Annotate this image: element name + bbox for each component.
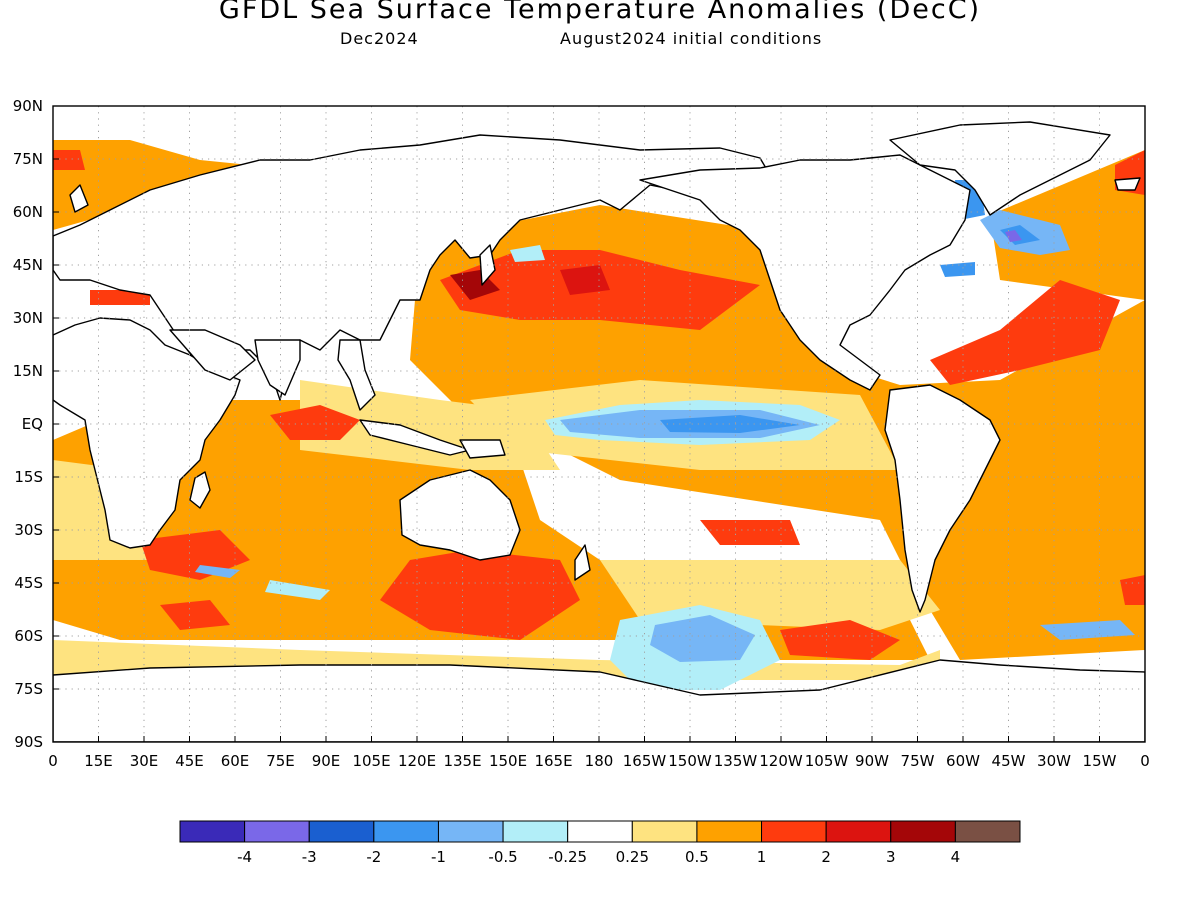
- lon-tick-label: 135W: [714, 752, 758, 770]
- forecast-month: Dec2024: [340, 29, 419, 48]
- lon-tick-label: 150W: [668, 752, 712, 770]
- lon-tick-label: 60W: [946, 752, 980, 770]
- graticule-grid: [53, 106, 1145, 742]
- colorbar-swatch: [631, 820, 698, 843]
- lat-tick-label: 15N: [13, 362, 43, 380]
- lon-tick-label: 180: [585, 752, 614, 770]
- lat-tick-label: 90N: [13, 97, 43, 115]
- madagascar-landmass: [189, 471, 211, 509]
- lon-tick-label: 0: [48, 752, 58, 770]
- colorbar-label: -3: [302, 848, 317, 866]
- lat-tick-label: EQ: [22, 415, 43, 433]
- lon-tick-label: 150E: [489, 752, 527, 770]
- uk-landmass: [69, 184, 89, 213]
- lon-tick-label: 120W: [759, 752, 803, 770]
- colorbar-swatch: [890, 820, 956, 843]
- colorbar-swatch: [825, 820, 892, 843]
- indochina-landmass: [337, 339, 376, 411]
- lon-tick-label: 105W: [805, 752, 849, 770]
- lat-tick-label: 75S: [14, 680, 43, 698]
- colorbar-label: -2: [366, 848, 381, 866]
- initial-conditions: August2024 initial conditions: [560, 29, 823, 48]
- colorbar-swatch: [373, 820, 439, 843]
- new-zealand-landmass: [574, 544, 591, 581]
- north-america-landmass: [639, 154, 971, 391]
- color-legend: -4 -3 -2 -1 -0.5 -0.25 0.25 0.5 1 2 3 4: [179, 820, 1021, 866]
- colorbar-swatch: [954, 820, 1021, 843]
- lon-tick-label: 0: [1140, 752, 1150, 770]
- colorbar-label: -0.25: [548, 848, 587, 866]
- colorbar-label: -0.5: [488, 848, 517, 866]
- arabia-landmass: [169, 329, 256, 381]
- lon-tick-label: 90W: [855, 752, 889, 770]
- lat-tick-label: 90S: [14, 733, 43, 751]
- lon-tick-label: 135E: [443, 752, 481, 770]
- indonesia-landmass: [359, 419, 471, 456]
- antarctica-landmass: [53, 659, 1145, 742]
- lon-tick-label: 120E: [398, 752, 436, 770]
- colorbar-label: 3: [886, 848, 896, 866]
- colorbar-swatch: [761, 820, 827, 843]
- colorbar-swatch: [567, 820, 633, 843]
- lat-tick-label: 60N: [13, 203, 43, 221]
- lon-tick-label: 30E: [130, 752, 159, 770]
- strong-warm-patches: [53, 150, 1145, 660]
- lat-tick-label: 75N: [13, 150, 43, 168]
- lat-tick-label: 60S: [14, 627, 43, 645]
- lon-tick-label: 165E: [534, 752, 572, 770]
- lat-tick-label: 15S: [14, 468, 43, 486]
- map-title: GFDL Sea Surface Temperature Anomalies (…: [218, 0, 982, 25]
- lat-tick-label: 45S: [14, 574, 43, 592]
- lon-tick-label: 90E: [312, 752, 341, 770]
- lon-tick-label: 75E: [266, 752, 295, 770]
- colorbar-swatch: [502, 820, 569, 843]
- south-america-landmass: [884, 384, 1001, 613]
- latitude-axis: 90N 75N 60N 45N 30N 15N EQ 15S 30S 45S 60S 75S 90S: [13, 97, 59, 751]
- india-landmass: [254, 339, 301, 396]
- lon-tick-label: 45W: [992, 752, 1026, 770]
- colorbar-label: 0.25: [616, 848, 649, 866]
- lat-tick-label: 30N: [13, 309, 43, 327]
- colorbar-label: 2: [821, 848, 831, 866]
- lon-tick-label: 75W: [901, 752, 935, 770]
- iceland-landmass: [1114, 177, 1141, 191]
- greenland-landmass: [889, 121, 1111, 216]
- lon-tick-label: 30W: [1037, 752, 1071, 770]
- colorbar-swatch: [437, 820, 504, 843]
- longitude-axis: 0 15E 30E 45E 60E 75E 90E 105E 120E 135E 150E 165E 1…: [48, 736, 1150, 770]
- lat-tick-label: 30S: [14, 521, 43, 539]
- cool-anomaly-patches: [195, 180, 1135, 690]
- lon-tick-label: 45E: [175, 752, 204, 770]
- lon-tick-label: 105E: [352, 752, 390, 770]
- colorbar-label: -4: [237, 848, 252, 866]
- lon-tick-label: 60E: [221, 752, 250, 770]
- colorbar-swatch: [179, 820, 246, 843]
- lon-tick-label: 15W: [1083, 752, 1117, 770]
- colorbar-label: 1: [757, 848, 767, 866]
- lon-tick-label: 15E: [84, 752, 113, 770]
- australia-landmass: [399, 469, 521, 561]
- colorbar-label: 0.5: [685, 848, 709, 866]
- colorbar-swatch: [244, 820, 310, 843]
- colorbar-label: 4: [951, 848, 961, 866]
- lat-tick-label: 45N: [13, 256, 43, 274]
- colorbar-label: -1: [431, 848, 446, 866]
- colorbar-swatch: [308, 820, 375, 843]
- lon-tick-label: 165W: [623, 752, 667, 770]
- anomaly-field: [53, 106, 1145, 742]
- colorbar-swatch: [696, 820, 763, 843]
- new-guinea-landmass: [459, 439, 506, 459]
- land-masses: [53, 121, 1145, 742]
